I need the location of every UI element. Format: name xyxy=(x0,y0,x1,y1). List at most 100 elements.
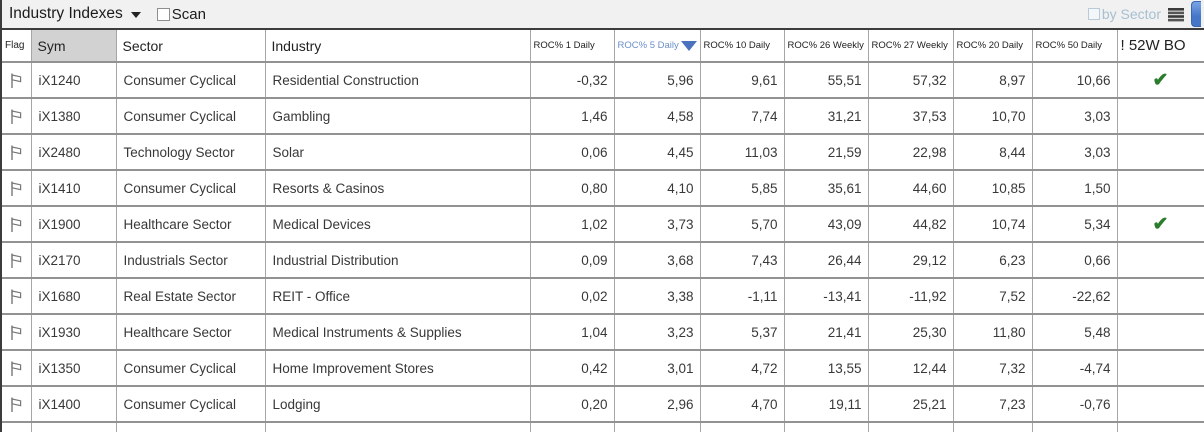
sym-cell: iX1680 xyxy=(31,278,117,315)
column-header-roc27w[interactable]: ROC% 27 Weekly xyxy=(868,30,954,63)
flag-icon[interactable] xyxy=(9,360,23,377)
roc1-cell: 0,09 xyxy=(530,242,615,279)
column-header-roc5-label: ROC% 5 Daily xyxy=(617,40,679,51)
column-header-roc10[interactable]: ROC% 10 Daily xyxy=(700,30,785,63)
roc26w-cell: 43,09 xyxy=(784,206,869,243)
column-header-sym[interactable]: Sym xyxy=(31,30,117,63)
bo52w-cell xyxy=(1117,242,1204,279)
roc5-cell: 3,38 xyxy=(614,278,701,315)
roc50-cell: 3,03 xyxy=(1032,134,1118,171)
flag-icon[interactable] xyxy=(9,288,23,305)
table-row[interactable]: iX1930 Healthcare Sector Medical Instrum… xyxy=(2,314,1204,351)
roc26w-cell: 26,44 xyxy=(784,242,869,279)
sym-cell: iX1380 xyxy=(31,98,117,135)
industry-cell: Resorts & Casinos xyxy=(265,170,531,207)
roc27w-cell: 22,98 xyxy=(868,134,954,171)
flag-icon[interactable] xyxy=(9,252,23,269)
roc20-cell: 10,85 xyxy=(953,170,1033,207)
roc27w-cell: 12,44 xyxy=(868,350,954,387)
column-header-roc5[interactable]: ROC% 5 Daily xyxy=(614,30,701,63)
table-row[interactable]: iX1410 Consumer Cyclical Resorts & Casin… xyxy=(2,170,1204,207)
flag-icon[interactable] xyxy=(9,108,23,125)
roc10-cell: 5,85 xyxy=(700,170,785,207)
table-body: iX1240 Consumer Cyclical Residential Con… xyxy=(2,62,1204,432)
industry-cell: Medical Devices xyxy=(265,206,531,243)
roc5-cell: 5,96 xyxy=(614,62,701,99)
partial-cell xyxy=(868,422,954,432)
sector-cell: Consumer Cyclical xyxy=(116,350,266,387)
column-header-roc1[interactable]: ROC% 1 Daily xyxy=(530,30,615,63)
column-header-industry[interactable]: Industry xyxy=(265,30,531,63)
table-row[interactable]: iX2480 Technology Sector Solar 0,06 4,45… xyxy=(2,134,1204,171)
column-header-flag[interactable]: Flag xyxy=(2,30,32,63)
roc10-cell: 9,61 xyxy=(700,62,785,99)
sector-cell: Consumer Cyclical xyxy=(116,386,266,423)
roc27w-cell: 37,53 xyxy=(868,98,954,135)
roc27w-cell: 25,30 xyxy=(868,314,954,351)
column-header-roc50[interactable]: ROC% 50 Daily xyxy=(1032,30,1118,63)
scan-checkbox[interactable] xyxy=(156,7,170,21)
flag-icon[interactable] xyxy=(9,396,23,413)
partial-cell xyxy=(1032,422,1118,432)
industry-cell: Gambling xyxy=(265,98,531,135)
sector-cell: Healthcare Sector xyxy=(116,206,266,243)
titlebar: Industry Indexes Scan by Sector xyxy=(2,0,1204,30)
flag-icon[interactable] xyxy=(9,324,23,341)
flag-icon[interactable] xyxy=(9,216,23,233)
menu-icon[interactable] xyxy=(1168,7,1184,22)
column-header-roc20[interactable]: ROC% 20 Daily xyxy=(953,30,1033,63)
industry-cell: Solar xyxy=(265,134,531,171)
column-header-sector[interactable]: Sector xyxy=(116,30,266,63)
industry-cell: Residential Construction xyxy=(265,62,531,99)
roc20-cell: 7,52 xyxy=(953,278,1033,315)
partial-cell xyxy=(116,422,266,432)
scan-label: Scan xyxy=(171,5,206,23)
flag-cell xyxy=(2,206,32,243)
table-row[interactable]: iX1680 Real Estate Sector REIT - Office … xyxy=(2,278,1204,315)
partial-cell xyxy=(953,422,1033,432)
by-sector-checkbox[interactable] xyxy=(1087,8,1100,20)
roc50-cell: -22,62 xyxy=(1032,278,1118,315)
table-row[interactable]: iX1900 Healthcare Sector Medical Devices… xyxy=(2,206,1204,243)
roc50-cell: 0,66 xyxy=(1032,242,1118,279)
roc10-cell: 5,70 xyxy=(700,206,785,243)
table-row[interactable]: iX1240 Consumer Cyclical Residential Con… xyxy=(2,62,1204,99)
roc10-cell: 11,03 xyxy=(700,134,785,171)
roc1-cell: 1,02 xyxy=(530,206,615,243)
table-row[interactable]: iX2170 Industrials Sector Industrial Dis… xyxy=(2,242,1204,279)
column-header-roc26w[interactable]: ROC% 26 Weekly xyxy=(784,30,869,63)
roc50-cell: 5,48 xyxy=(1032,314,1118,351)
table-row[interactable]: iX1380 Consumer Cyclical Gambling 1,46 4… xyxy=(2,98,1204,135)
partial-cell xyxy=(784,422,869,432)
industry-cell: Home Improvement Stores xyxy=(265,350,531,387)
table-row[interactable]: iX1400 Consumer Cyclical Lodging 0,20 2,… xyxy=(2,386,1204,423)
chevron-down-icon xyxy=(130,12,141,18)
bo52w-cell xyxy=(1117,278,1204,315)
table-row[interactable]: iX1350 Consumer Cyclical Home Improvemen… xyxy=(2,350,1204,387)
flag-cell xyxy=(2,350,32,387)
corner-button[interactable] xyxy=(1191,1,1201,27)
bo52w-cell xyxy=(1117,134,1204,171)
column-header-52w-bo[interactable]: ! 52W BO xyxy=(1117,30,1204,63)
roc5-cell: 3,23 xyxy=(614,314,701,351)
flag-icon[interactable] xyxy=(9,180,23,197)
flag-icon[interactable] xyxy=(9,144,23,161)
roc20-cell: 7,32 xyxy=(953,350,1033,387)
flag-icon[interactable] xyxy=(9,72,23,89)
industry-indexes-dropdown[interactable]: Industry Indexes xyxy=(9,5,141,23)
roc50-cell: 1,50 xyxy=(1032,170,1118,207)
roc1-cell: 1,46 xyxy=(530,98,615,135)
roc1-cell: 0,02 xyxy=(530,278,615,315)
partial-cell xyxy=(614,422,701,432)
scan-toggle: Scan xyxy=(156,5,206,23)
flag-cell xyxy=(2,170,32,207)
industry-cell: REIT - Office xyxy=(265,278,531,315)
roc27w-cell: 29,12 xyxy=(868,242,954,279)
roc1-cell: 0,80 xyxy=(530,170,615,207)
bo52w-cell xyxy=(1117,98,1204,135)
watchlist-title: Industry Indexes xyxy=(9,5,123,22)
roc27w-cell: 25,21 xyxy=(868,386,954,423)
check-icon: ✔ xyxy=(1152,69,1169,91)
roc1-cell: 0,42 xyxy=(530,350,615,387)
roc26w-cell: -13,41 xyxy=(784,278,869,315)
